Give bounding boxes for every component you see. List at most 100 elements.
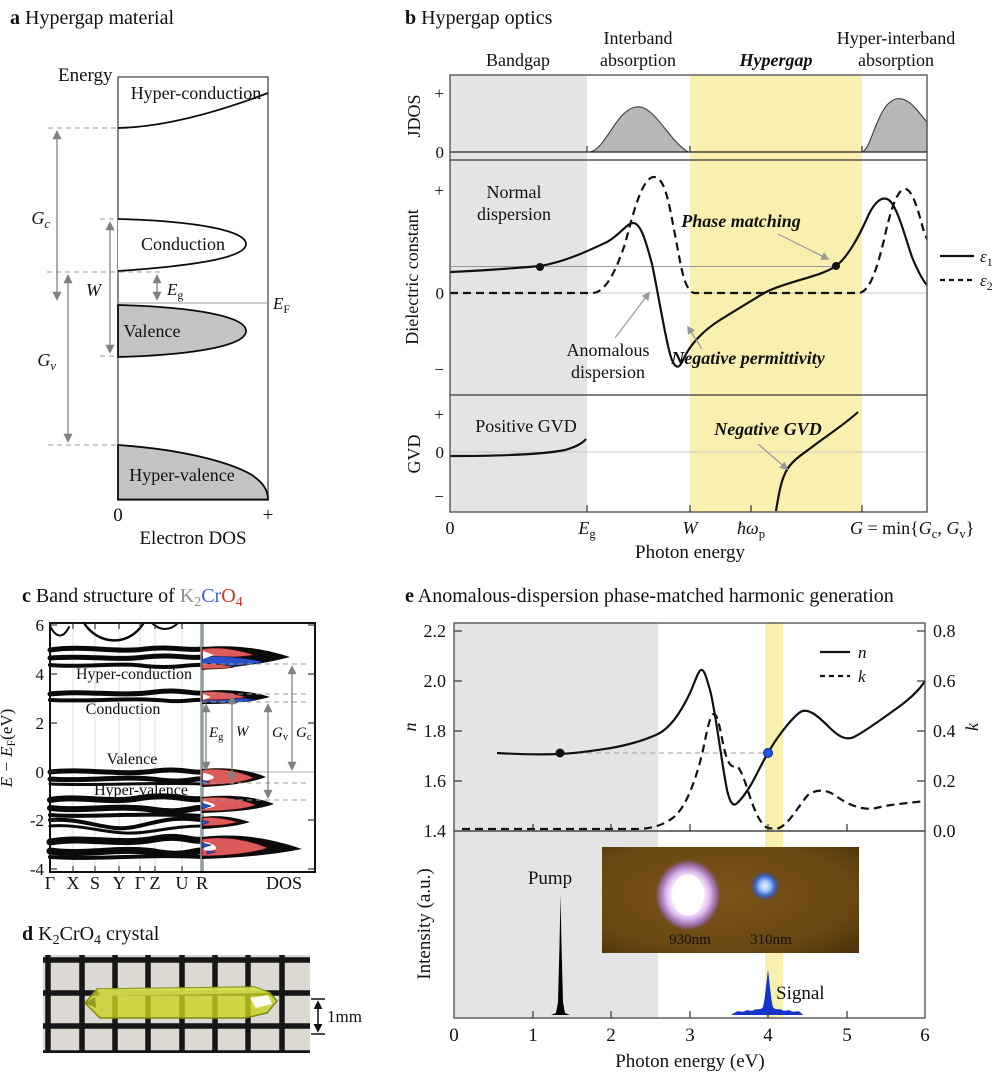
panel-e-title: e Anomalous-dispersion phase-matched har… [405, 585, 894, 607]
etick-6: 6 [920, 1025, 930, 1046]
k-legend-label: k [858, 667, 866, 686]
header-hypergap: Hypergap [739, 50, 813, 70]
dos-axis-plus: + [263, 505, 274, 526]
jdos-plus: + [434, 84, 444, 103]
photon-energy-axis-title: Photon energy [635, 542, 745, 563]
header-hyper-interband-1: Hyper-interband [837, 28, 956, 48]
rtick-0-4: 0.4 [933, 721, 956, 741]
gvd-axis-label: GVD [404, 435, 424, 474]
anomalous-dispersion-label-1: Anomalous [567, 340, 650, 360]
header-bandgap: Bandgap [486, 50, 550, 70]
gv-label-bandstructure: Gv [272, 725, 289, 743]
eg-label-bandstructure: Eg [208, 725, 224, 743]
graph-paper-grid [43, 955, 310, 1053]
etick-0: 0 [449, 1025, 459, 1046]
nk-legend: n k [820, 643, 867, 686]
etick-3: 3 [685, 1025, 695, 1046]
hyper-conduction-band-edge [117, 92, 269, 129]
kpoint-y: Y [113, 873, 126, 893]
jdos-baseline-ticks [586, 146, 863, 152]
jdos-zero: 0 [436, 143, 445, 162]
ytick-2: 2 [36, 714, 45, 733]
rtick-0-8: 0.8 [933, 621, 956, 641]
negative-gvd-arrow [757, 443, 789, 471]
xtick-g-min: G = min{Gc, Gv} [850, 518, 974, 541]
bandstructure-ylabel: E − EF(eV) [0, 709, 18, 789]
kpoint-r: R [196, 873, 208, 893]
scale-label: 1mm [327, 1007, 362, 1026]
signal-beam-spot [750, 871, 780, 901]
xtick-omega-p: ħωp [737, 518, 765, 541]
hyper-valence-label: Hyper-valence [129, 465, 235, 485]
band-curves [46, 621, 206, 860]
dielectric-legend: ε1 ε2 [940, 247, 993, 293]
negative-permittivity-arrow [687, 325, 703, 350]
valence-label-c: Valence [107, 751, 158, 768]
xtick-zero: 0 [446, 518, 455, 538]
scale-bar [311, 998, 325, 1035]
panel-a-title: a Hypergap material [10, 7, 174, 29]
below-gap-shading [454, 623, 658, 1018]
dos-peaks [201, 646, 302, 859]
valence-label: Valence [124, 321, 181, 341]
gc-label-bandstructure: Gc [296, 725, 312, 743]
gvd-plus: + [434, 405, 444, 424]
ytick-0: 0 [36, 763, 45, 782]
etick-1: 1 [528, 1025, 538, 1046]
ef-label: EF [272, 294, 290, 316]
dos-axis-label-c: DOS [266, 873, 302, 893]
ltick-1-4: 1.4 [424, 821, 447, 841]
k-axis-label: k [962, 722, 982, 731]
hyper-conduction-label-c: Hyper-conduction [76, 666, 192, 683]
signal-label: Signal [776, 983, 825, 1004]
panel-c: c Band structure of K2CrO4 [0, 585, 316, 893]
dielectric-zero: 0 [436, 284, 445, 303]
rtick-0-0: 0.0 [933, 821, 956, 841]
gvd-minus: − [434, 487, 444, 506]
hyper-conduction-label: Hyper-conduction [131, 83, 262, 103]
epsilon1-legend-label: ε1 [980, 247, 993, 269]
photon-energy-ev-title: Photon energy (eV) [615, 1051, 765, 1072]
etick-4: 4 [763, 1025, 773, 1046]
kpoint-gamma2: Γ [135, 873, 145, 893]
normal-dispersion-label-1: Normal [487, 182, 542, 202]
panel-b-title: b Hypergap optics [405, 7, 553, 29]
kpoint-z: Z [150, 873, 161, 893]
rtick-0-2: 0.2 [933, 771, 956, 791]
normal-dispersion-label-2: dispersion [477, 204, 551, 224]
anomalous-dispersion-arrow [614, 291, 651, 339]
header-hyper-interband-2: absorption [858, 50, 934, 70]
kpoint-u: U [176, 873, 189, 893]
panel-a: a Hypergap material Energy Gc Gv W Eg EF… [10, 7, 290, 549]
k-curve [462, 712, 926, 831]
rtick-0-6: 0.6 [933, 671, 956, 691]
conduction-label: Conduction [141, 234, 225, 254]
panel-d: d K2CrO4 crystal 1mm [22, 923, 362, 1053]
phase-matching-dot [832, 262, 840, 270]
kpoint-s: S [90, 873, 100, 893]
anomalous-dispersion-label-2: dispersion [571, 362, 645, 382]
gc-label: Gc [31, 208, 50, 231]
crystal-glint [250, 995, 272, 1008]
header-interband-1: Interband [604, 28, 673, 48]
xtick-w: W [683, 518, 700, 538]
hyper-valence-label-c: Hyper-valence [94, 782, 188, 799]
jdos-interband-peak [589, 106, 690, 153]
dos-axis-title: Electron DOS [139, 528, 246, 549]
signal-index-dot [763, 748, 773, 758]
ytick-6: 6 [36, 616, 45, 635]
n-curve [496, 668, 926, 806]
w-label: W [86, 280, 103, 300]
ltick-1-6: 1.6 [424, 771, 447, 791]
negative-gvd-label: Negative GVD [713, 419, 821, 439]
dielectric-axis-label: Dielectric constant [402, 209, 422, 344]
jdos-axis-label: JDOS [404, 94, 424, 137]
dashed-guide-lines [47, 127, 163, 446]
pump-index-dot [555, 748, 565, 758]
panel-c-title: c Band structure of K2CrO4 [22, 585, 243, 610]
panel-b: b Hypergap optics Bandgap Interband abso… [402, 7, 993, 563]
gv-label: Gv [37, 350, 56, 373]
etick-2: 2 [606, 1025, 616, 1046]
bandstructure-edge-ticks [50, 623, 315, 872]
